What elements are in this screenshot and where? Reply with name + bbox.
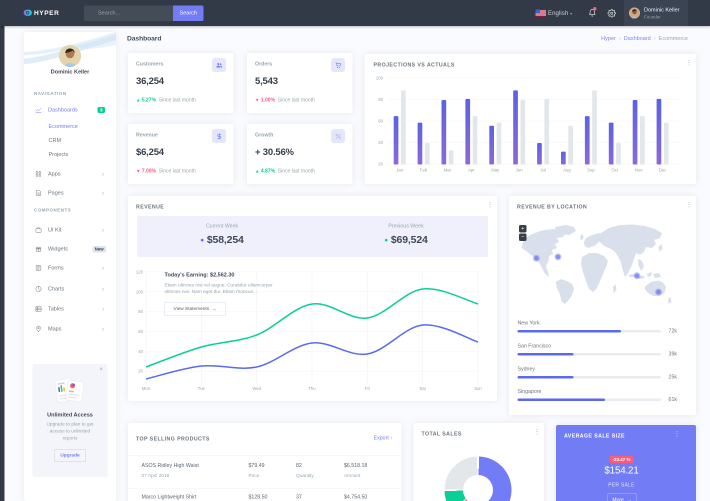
svg-text:Aug: Aug bbox=[563, 168, 571, 173]
svg-text:60: 60 bbox=[378, 119, 383, 124]
svg-text:Sep: Sep bbox=[587, 168, 595, 173]
svg-text:20: 20 bbox=[378, 162, 383, 167]
svg-text:Feb: Feb bbox=[420, 168, 428, 173]
svg-text:Mar: Mar bbox=[444, 168, 452, 173]
svg-text:Dec: Dec bbox=[659, 168, 667, 173]
svg-text:Wed: Wed bbox=[252, 386, 261, 391]
svg-text:40: 40 bbox=[138, 349, 143, 354]
svg-text:Mon: Mon bbox=[142, 386, 151, 391]
svg-text:Apr: Apr bbox=[468, 168, 475, 173]
svg-text:Nov: Nov bbox=[635, 168, 643, 173]
svg-text:80: 80 bbox=[378, 97, 383, 102]
svg-text:Oct: Oct bbox=[611, 168, 618, 173]
svg-text:20: 20 bbox=[138, 369, 143, 374]
svg-text:Jan: Jan bbox=[396, 168, 403, 173]
svg-text:Tue: Tue bbox=[198, 386, 206, 391]
svg-text:80: 80 bbox=[138, 309, 143, 314]
svg-text:Sun: Sun bbox=[474, 386, 482, 391]
svg-text:Sat: Sat bbox=[419, 386, 426, 391]
svg-text:60: 60 bbox=[138, 329, 143, 334]
svg-text:100: 100 bbox=[376, 76, 384, 81]
svg-text:Thu: Thu bbox=[308, 386, 316, 391]
svg-text:40: 40 bbox=[378, 140, 383, 145]
svg-text:May: May bbox=[491, 168, 500, 173]
svg-text:Jun: Jun bbox=[516, 168, 523, 173]
svg-text:100: 100 bbox=[136, 289, 144, 294]
svg-text:120: 120 bbox=[136, 269, 144, 274]
svg-text:Jul: Jul bbox=[540, 168, 545, 173]
svg-text:Fri: Fri bbox=[365, 386, 370, 391]
